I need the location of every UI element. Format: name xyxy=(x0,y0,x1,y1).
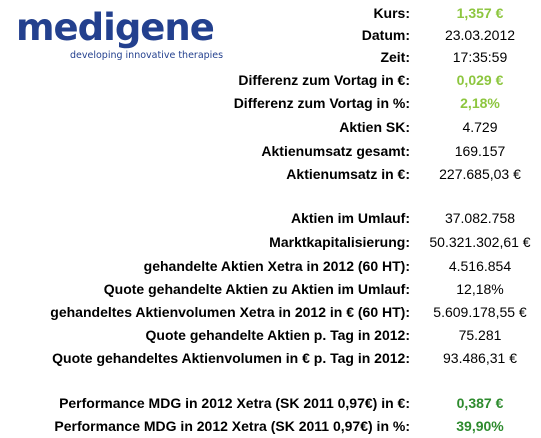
label-zeit: Zeit: xyxy=(380,49,410,65)
row-diff-pct: Differenz zum Vortag in %: 2,18% xyxy=(0,92,541,114)
row-quote-volumen-tag: Quote gehandeltes Aktienvolumen in € p. … xyxy=(0,347,541,369)
row-datum: Datum: 23.03.2012 xyxy=(0,24,541,46)
value-diff-eur: 0,029 € xyxy=(456,72,504,88)
label-gehandelte-aktien: gehandelte Aktien Xetra in 2012 (60 HT): xyxy=(143,258,410,274)
value-aktien-umlauf: 37.082.758 xyxy=(444,210,516,226)
label-aktienvolumen: gehandeltes Aktienvolumen Xetra in 2012 … xyxy=(50,304,410,320)
value-quote-umlauf: 12,18% xyxy=(456,281,504,297)
value-datum: 23.03.2012 xyxy=(444,27,516,43)
label-diff-eur: Differenz zum Vortag in €: xyxy=(238,72,410,88)
label-quote-volumen-tag: Quote gehandeltes Aktienvolumen in € p. … xyxy=(52,350,410,366)
value-gehandelte-aktien: 4.516.854 xyxy=(448,258,512,274)
value-aktienvolumen: 5.609.178,55 € xyxy=(433,304,527,320)
row-marktkapitalisierung: Marktkapitalisierung: 50.321.302,61 € xyxy=(0,231,541,253)
label-performance-eur: Performance MDG in 2012 Xetra (SK 2011 0… xyxy=(59,395,410,411)
label-diff-pct: Differenz zum Vortag in %: xyxy=(233,95,410,111)
value-aktienumsatz-eur: 227.685,03 € xyxy=(439,166,521,182)
row-aktienvolumen: gehandeltes Aktienvolumen Xetra in 2012 … xyxy=(0,301,541,323)
value-marktkapitalisierung: 50.321.302,61 € xyxy=(429,234,531,250)
row-aktienumsatz-eur: Aktienumsatz in €: 227.685,03 € xyxy=(0,163,541,185)
value-performance-eur: 0,387 € xyxy=(456,395,504,411)
row-aktien-umlauf: Aktien im Umlauf: 37.082.758 xyxy=(0,207,541,229)
medigene-logo: medigene developing innovative therapies xyxy=(14,6,234,66)
value-quote-volumen-tag: 93.486,31 € xyxy=(443,350,517,366)
row-aktien-sk: Aktien SK: 4.729 xyxy=(0,116,541,138)
logo-tagline: developing innovative therapies xyxy=(70,50,224,61)
value-aktienumsatz-gesamt: 169.157 xyxy=(454,143,506,159)
row-kurs: Kurs: 1,357 € xyxy=(0,2,541,24)
row-quote-aktien-tag: Quote gehandelte Aktien p. Tag in 2012: … xyxy=(0,324,541,346)
label-aktienumsatz-gesamt: Aktienumsatz gesamt: xyxy=(261,143,410,159)
label-quote-aktien-tag: Quote gehandelte Aktien p. Tag in 2012: xyxy=(145,327,411,343)
value-zeit: 17:35:59 xyxy=(452,49,508,65)
label-aktien-sk: Aktien SK: xyxy=(339,119,410,135)
value-quote-aktien-tag: 75.281 xyxy=(458,327,502,343)
value-kurs: 1,357 € xyxy=(456,5,504,21)
label-aktienumsatz-eur: Aktienumsatz in €: xyxy=(286,166,410,182)
label-quote-umlauf: Quote gehandelte Aktien zu Aktien im Uml… xyxy=(103,281,410,297)
label-kurs: Kurs: xyxy=(373,5,410,21)
row-diff-eur: Differenz zum Vortag in €: 0,029 € xyxy=(0,69,541,91)
row-quote-umlauf: Quote gehandelte Aktien zu Aktien im Uml… xyxy=(0,278,541,300)
value-aktien-sk: 4.729 xyxy=(462,119,498,135)
label-datum: Datum: xyxy=(361,27,410,43)
row-zeit: Zeit: 17:35:59 xyxy=(0,46,541,68)
row-gehandelte-aktien: gehandelte Aktien Xetra in 2012 (60 HT):… xyxy=(0,255,541,277)
logo-wordmark: medigene xyxy=(16,6,215,49)
label-aktien-umlauf: Aktien im Umlauf: xyxy=(290,210,410,226)
row-performance-eur: Performance MDG in 2012 Xetra (SK 2011 0… xyxy=(0,392,541,414)
value-diff-pct: 2,18% xyxy=(460,95,500,111)
row-aktienumsatz-gesamt: Aktienumsatz gesamt: 169.157 xyxy=(0,140,541,162)
label-marktkapitalisierung: Marktkapitalisierung: xyxy=(269,234,410,250)
value-performance-pct: 39,90% xyxy=(456,418,504,434)
label-performance-pct: Performance MDG in 2012 Xetra (SK 2011 0… xyxy=(54,418,410,434)
row-performance-pct: Performance MDG in 2012 Xetra (SK 2011 0… xyxy=(0,415,541,437)
